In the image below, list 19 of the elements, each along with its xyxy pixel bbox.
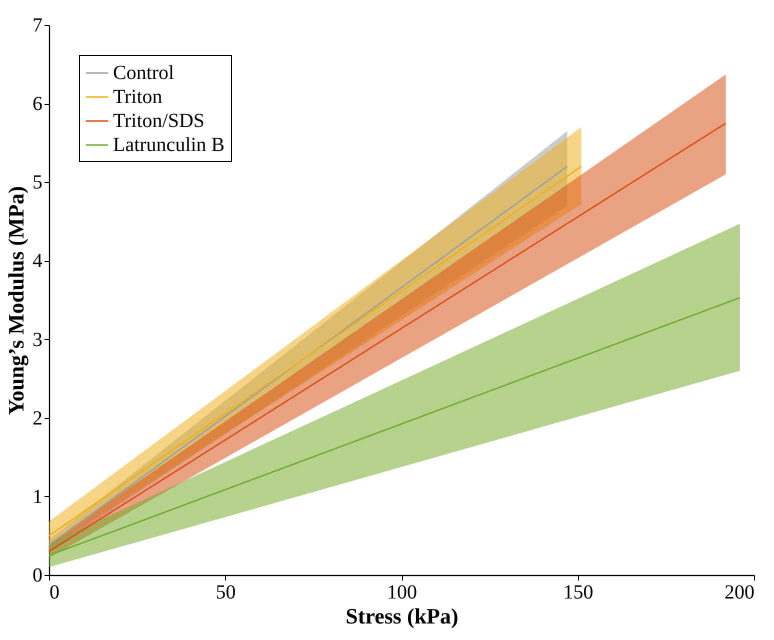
y-axis-title: Young’s Modulus (MPa): [4, 186, 28, 415]
y-tick-label: 0: [32, 564, 42, 586]
x-axis-title: Stress (kPa): [346, 604, 458, 628]
x-tick-label: 50: [216, 582, 236, 604]
legend-label: Triton: [113, 86, 162, 108]
legend-label: Triton/SDS: [113, 110, 205, 132]
x-tick-label: 0: [50, 582, 60, 604]
y-tick-label: 6: [32, 93, 42, 116]
x-tick-label: 100: [387, 582, 417, 604]
legend-label: Latrunculin B: [113, 134, 225, 156]
x-tick-label: 200: [724, 582, 754, 604]
y-tick-label: 2: [32, 407, 42, 430]
y-tick-label: 5: [32, 172, 42, 194]
y-tick-label: 3: [32, 328, 42, 351]
y-tick-label: 7: [32, 14, 42, 36]
x-tick-label: 150: [563, 582, 594, 604]
legend-label: Control: [113, 62, 175, 84]
y-tick-label: 1: [32, 486, 42, 508]
y-tick-label: 4: [32, 250, 42, 272]
